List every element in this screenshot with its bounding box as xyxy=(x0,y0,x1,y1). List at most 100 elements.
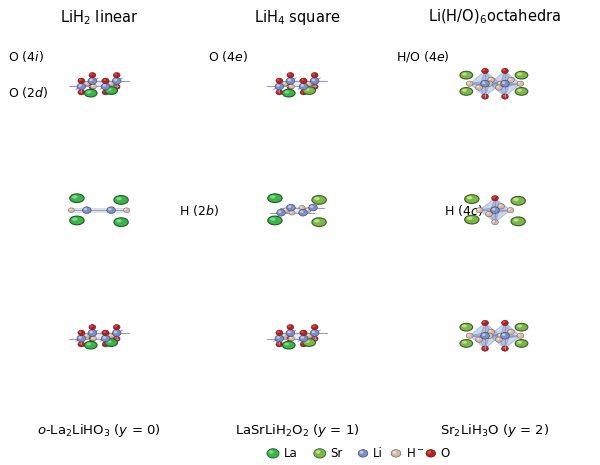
Circle shape xyxy=(278,211,281,213)
Circle shape xyxy=(482,68,488,73)
Text: H (4$c$): H (4$c$) xyxy=(444,203,483,218)
Circle shape xyxy=(314,449,326,458)
Circle shape xyxy=(91,85,94,86)
Polygon shape xyxy=(499,336,520,349)
Circle shape xyxy=(289,210,295,215)
Polygon shape xyxy=(490,71,511,84)
Circle shape xyxy=(108,208,112,211)
Circle shape xyxy=(301,91,304,93)
Polygon shape xyxy=(479,84,500,97)
Polygon shape xyxy=(499,71,511,87)
Circle shape xyxy=(309,204,317,211)
Circle shape xyxy=(503,347,505,349)
Circle shape xyxy=(496,85,502,90)
Circle shape xyxy=(114,79,117,81)
Circle shape xyxy=(306,333,312,338)
Circle shape xyxy=(269,450,274,454)
Circle shape xyxy=(300,206,302,208)
Circle shape xyxy=(103,80,105,81)
Text: $o$-La$_2$LiHO$_3$ ($y$ = 0): $o$-La$_2$LiHO$_3$ ($y$ = 0) xyxy=(37,422,161,438)
Circle shape xyxy=(311,336,318,341)
Circle shape xyxy=(277,209,285,216)
Circle shape xyxy=(90,73,92,75)
Circle shape xyxy=(301,84,304,87)
Circle shape xyxy=(102,342,109,347)
Circle shape xyxy=(102,78,109,83)
Ellipse shape xyxy=(314,219,320,223)
Circle shape xyxy=(300,78,307,83)
Circle shape xyxy=(300,90,307,95)
Circle shape xyxy=(89,84,96,89)
Circle shape xyxy=(497,338,499,340)
Circle shape xyxy=(310,78,319,84)
Polygon shape xyxy=(470,332,491,349)
Circle shape xyxy=(91,84,97,89)
Circle shape xyxy=(78,78,85,83)
Circle shape xyxy=(467,334,470,336)
Circle shape xyxy=(287,204,295,211)
Circle shape xyxy=(115,337,117,339)
Circle shape xyxy=(491,207,499,213)
Circle shape xyxy=(287,325,294,330)
Ellipse shape xyxy=(284,343,289,345)
Ellipse shape xyxy=(85,89,97,97)
Ellipse shape xyxy=(116,197,122,200)
Polygon shape xyxy=(479,210,511,222)
Ellipse shape xyxy=(517,341,522,344)
Ellipse shape xyxy=(517,325,522,327)
Circle shape xyxy=(310,330,319,336)
Polygon shape xyxy=(479,336,500,349)
Circle shape xyxy=(89,331,93,333)
Circle shape xyxy=(481,332,490,339)
Circle shape xyxy=(491,219,499,225)
Circle shape xyxy=(288,326,290,327)
Circle shape xyxy=(496,337,502,342)
Circle shape xyxy=(287,84,294,89)
Circle shape xyxy=(393,451,397,454)
Circle shape xyxy=(288,85,290,87)
Circle shape xyxy=(286,330,295,336)
Circle shape xyxy=(467,82,470,84)
Circle shape xyxy=(313,337,315,339)
Circle shape xyxy=(487,82,490,84)
Circle shape xyxy=(305,208,311,213)
Circle shape xyxy=(313,85,315,87)
Circle shape xyxy=(88,78,97,84)
Circle shape xyxy=(301,332,303,333)
Circle shape xyxy=(499,205,502,206)
Polygon shape xyxy=(489,206,501,222)
Circle shape xyxy=(103,332,105,333)
Text: Li(H/O)$_6$octahedra: Li(H/O)$_6$octahedra xyxy=(428,8,562,27)
Text: O (4$e$): O (4$e$) xyxy=(208,49,248,64)
Circle shape xyxy=(482,333,485,336)
Circle shape xyxy=(476,337,482,342)
Circle shape xyxy=(84,81,90,86)
Circle shape xyxy=(108,81,114,86)
Circle shape xyxy=(508,208,511,210)
Circle shape xyxy=(83,207,91,213)
Circle shape xyxy=(503,321,505,323)
Circle shape xyxy=(90,326,92,327)
Circle shape xyxy=(306,81,312,86)
Circle shape xyxy=(482,346,488,351)
Circle shape xyxy=(112,330,121,336)
Polygon shape xyxy=(489,198,511,214)
Circle shape xyxy=(89,79,93,81)
Ellipse shape xyxy=(283,341,295,349)
Circle shape xyxy=(299,331,305,335)
Circle shape xyxy=(101,79,107,83)
Ellipse shape xyxy=(70,216,84,225)
Ellipse shape xyxy=(86,91,91,93)
Circle shape xyxy=(476,85,482,90)
Circle shape xyxy=(301,343,304,345)
Circle shape xyxy=(283,334,285,336)
Ellipse shape xyxy=(514,198,519,201)
Circle shape xyxy=(114,331,117,333)
Circle shape xyxy=(477,208,480,210)
Ellipse shape xyxy=(515,87,528,95)
Polygon shape xyxy=(470,323,491,336)
Circle shape xyxy=(277,91,280,93)
Circle shape xyxy=(481,80,490,87)
Circle shape xyxy=(88,330,97,336)
Circle shape xyxy=(287,331,291,333)
